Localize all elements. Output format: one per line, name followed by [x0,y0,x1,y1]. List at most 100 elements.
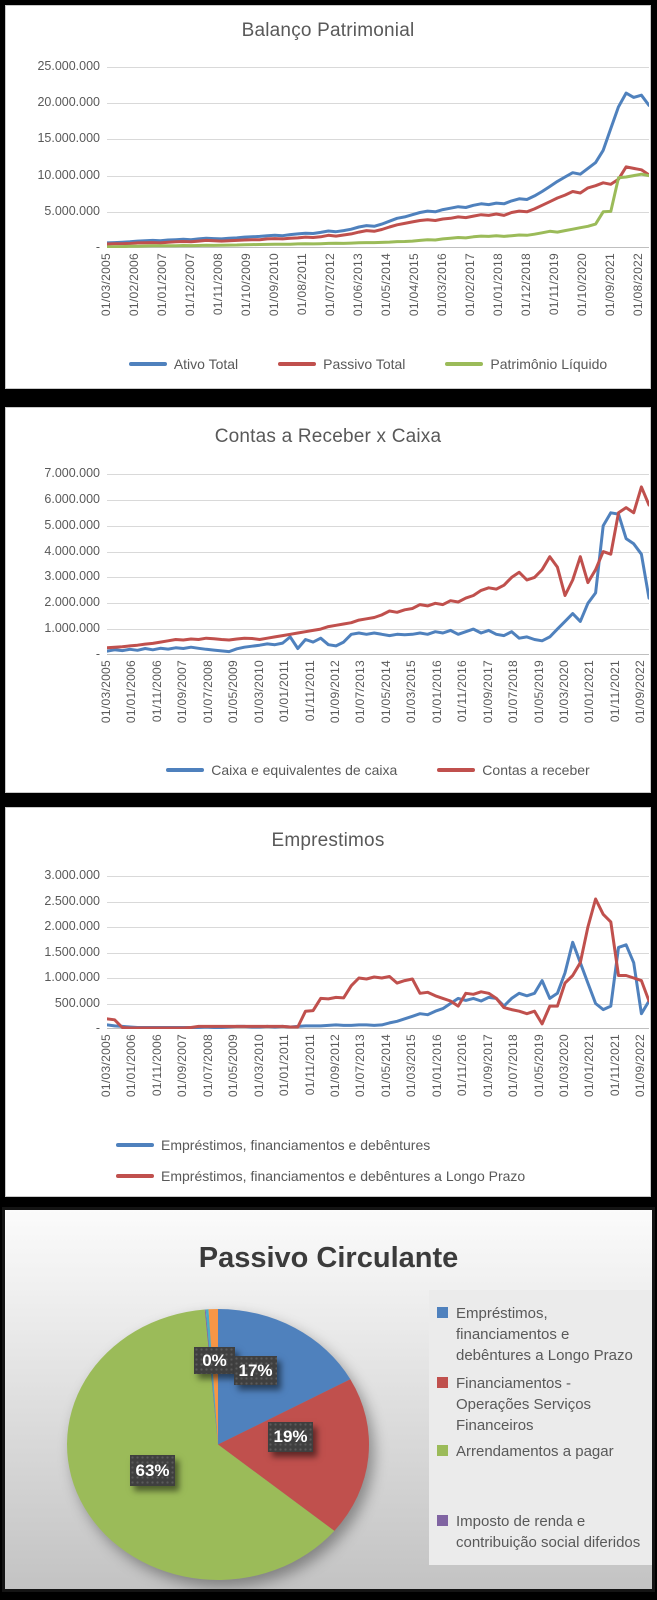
x-axis-tick-label: 01/12/2018 [518,253,533,317]
legend-label: Financiamentos - Operações Serviços Fina… [456,1375,592,1434]
x-axis-tick-label: 01/09/2022 [633,1034,648,1098]
x-axis-tick-label: 01/09/2022 [633,660,648,724]
x-axis-tick-label: 01/05/2014 [378,660,393,724]
series-swatch [116,1142,154,1148]
x-axis-tick-label: 01/03/2005 [99,1034,113,1098]
x-axis-tick-label: 01/11/2006 [149,660,164,723]
y-axis-tick-label: - [95,240,100,254]
x-axis-tick-label: 01/09/2007 [175,1034,190,1098]
pie-data-label: 0% [194,1347,235,1374]
x-axis-tick-label: 01/05/2009 [226,660,241,724]
x-axis-tick-label: 01/01/2018 [490,253,505,317]
x-axis-tick-label: 01/01/2021 [582,1034,597,1098]
chart-title: Contas a Receber x Caixa [214,426,442,447]
y-axis-tick-label: 25.000.000 [37,59,100,73]
x-axis-tick-label: 01/07/2012 [322,253,337,317]
x-axis-tick-label: 01/11/2016 [455,660,470,723]
series-swatch [437,767,476,773]
pie-data-label: 19% [268,1422,313,1452]
y-axis-tick-label: 1.000.000 [44,621,100,636]
series-swatch [278,361,317,367]
legend-label: Patrimônio Líquido [490,356,608,372]
x-axis-tick-label: 01/01/2007 [154,253,169,317]
y-axis-tick-label: - [95,647,100,661]
legend-label: Empréstimos, financiamentos e debêntures… [161,1168,526,1184]
legend-item: Arrendamentos a pagar [437,1441,641,1462]
x-axis-tick-label: 01/01/2016 [429,660,444,724]
x-axis-tick-label: 01/01/2016 [429,1034,444,1098]
x-axis-tick-label: 01/05/2009 [226,1034,241,1098]
x-axis-tick-label: 01/11/2008 [210,253,225,316]
x-axis-tick-label: 01/03/2015 [404,660,419,724]
x-axis-tick-label: 01/09/2007 [175,660,190,724]
x-axis-tick-label: 01/07/2008 [200,660,215,724]
x-axis-tick-label: 01/11/2011 [302,660,317,722]
x-axis-tick-label: 01/06/2013 [350,253,365,317]
legend-label: Imposto de renda e contribuição social d… [456,1513,641,1551]
y-axis-tick-label: 7.000.000 [44,466,100,480]
x-axis-tick-label: 01/09/2012 [328,1034,342,1098]
y-axis-tick-label: 4.000.000 [44,543,100,558]
legend-label: Empréstimos, financiamentos e debêntures… [456,1305,633,1364]
pie-legend: Empréstimos, financiamentos e debêntures… [429,1290,652,1565]
y-axis-tick-label: 2.000.000 [44,595,100,610]
y-axis-tick-label: 5.000.000 [44,517,100,532]
legend-item: Patrimônio Líquido [445,356,607,372]
legend-item: Empréstimos, financiamentos e debêntures… [437,1303,641,1366]
y-axis-tick-label: 3.000.000 [44,569,100,584]
legend-label: Passivo Total [323,356,406,372]
x-axis-tick-label: 01/02/2017 [462,253,477,317]
line-plot-area [107,876,649,1029]
x-axis-tick-label: 01/03/2015 [404,1034,419,1098]
x-axis-tick-label: 01/03/2020 [557,660,572,724]
chart-panel-contas-receber-caixa: Contas a Receber x Caixa Caixa e equival… [5,407,651,793]
line-plot-area [107,474,649,655]
x-axis-tick-label: 01/05/2019 [531,660,546,724]
legend-item: Empréstimos, financiamentos e debêntures… [116,1168,525,1184]
line-plot-area [107,67,649,248]
x-axis-tick-label: 01/03/2010 [251,660,266,724]
x-axis-tick-label: 01/12/2007 [182,253,197,317]
legend-item: Financiamentos - Operações Serviços Fina… [437,1373,641,1436]
y-axis-tick-label: 5.000.000 [44,203,100,218]
x-axis-tick-label: 01/05/2014 [378,253,393,317]
x-axis-tick-label: 01/04/2015 [406,253,421,317]
x-axis-tick-label: 01/11/2011 [302,1034,317,1096]
chart-panel-passivo-circulante: Passivo Circulante 0% 17% 19% 63% Emprés… [2,1207,655,1592]
x-axis-tick-label: 01/01/2011 [277,1034,292,1097]
y-axis-tick-label: 20.000.000 [37,95,100,110]
x-axis-tick-label: 01/01/2011 [277,660,292,723]
x-axis-tick-label: 01/11/2016 [455,1034,470,1097]
x-axis-tick-label: 01/11/2019 [546,253,561,316]
x-axis-tick-label: 01/07/2013 [353,660,368,724]
y-axis-tick-label: 6.000.000 [44,491,100,506]
y-axis-tick-label: 10.000.000 [37,167,100,182]
x-axis-tick-label: 01/11/2006 [149,1034,164,1097]
chart-panel-balanco-patrimonial: Balanço Patrimonial Ativo Total Passivo … [5,5,651,389]
x-axis-tick-label: 01/07/2008 [200,1034,215,1098]
legend-label: Ativo Total [173,356,239,372]
legend-item: Passivo Total [278,356,405,372]
series-swatch [437,1307,448,1318]
chart-legend: Ativo Total Passivo Total Patrimônio Líq… [87,356,649,372]
chart-legend: Empréstimos, financiamentos e debêntures [116,1137,636,1153]
chart-legend: Empréstimos, financiamentos e debêntures… [116,1168,636,1184]
y-axis-tick-label: 500.000 [54,995,100,1010]
x-axis-tick-label: 01/11/2021 [607,660,622,723]
y-axis-tick-label: 1.500.000 [44,944,100,959]
x-axis-tick-label: 01/07/2018 [506,660,521,724]
legend-label: Contas a receber [482,762,590,778]
x-axis-tick-label: 01/05/2014 [378,1034,393,1098]
legend-item: Empréstimos, financiamentos e debêntures [116,1137,430,1153]
chart-title: Emprestimos [271,830,385,851]
x-axis-tick-label: 01/03/2016 [434,253,449,317]
series-swatch [166,767,205,773]
chart-title: Balanço Patrimonial [241,20,415,41]
y-axis-tick-label: 2.000.000 [44,919,100,933]
x-axis-tick-label: 01/10/2009 [238,253,253,317]
x-axis-tick-label: 01/10/2020 [574,253,589,317]
x-axis-tick-label: 01/01/2006 [124,660,139,724]
legend-item: Caixa e equivalentes de caixa [166,762,397,778]
chart-legend: Caixa e equivalentes de caixa Contas a r… [107,762,649,778]
